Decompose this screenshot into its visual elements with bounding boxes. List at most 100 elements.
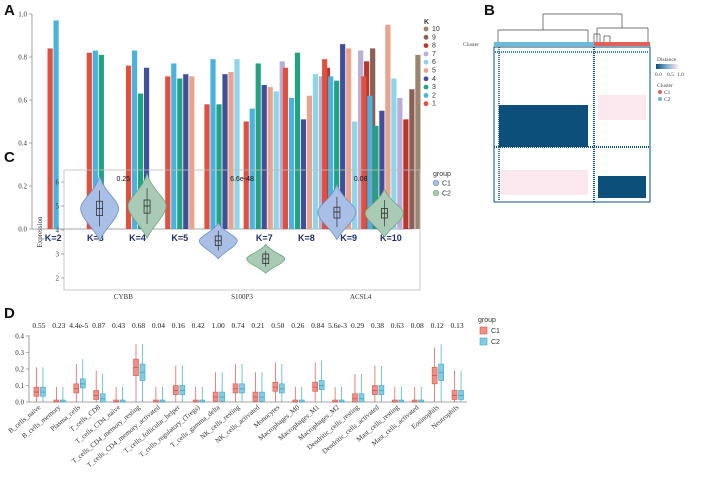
panel-a-bar	[243, 121, 249, 229]
panel-a-legend-marker	[423, 34, 429, 40]
distance-tick-0: 0.0	[655, 72, 662, 78]
panel-d-pvalue: 1.00	[212, 321, 225, 330]
panel-c-pvalue: 0.25	[117, 176, 131, 183]
cluster-legend-c1-marker	[658, 90, 662, 94]
panel-a-bar	[318, 76, 325, 229]
panel-a-legend-label: 4	[432, 76, 436, 83]
panel-a-legend-marker	[423, 51, 429, 57]
panel-a-legend-marker	[423, 76, 429, 82]
panel-a-bar	[282, 67, 289, 229]
panel-c-legend-label: C2	[442, 191, 451, 198]
panel-d-y-tick-label: 0.2	[15, 366, 24, 374]
panel-a-bar	[385, 24, 391, 229]
heatmap-light-block	[499, 170, 588, 195]
panel-a-legend-marker	[423, 43, 429, 48]
panel-a-y-tick-label: 1.0	[18, 11, 27, 19]
panel-c-legend-title: group	[433, 171, 451, 178]
cluster-bar-c1	[594, 42, 650, 46]
panel-d-pvalue: 4.4e-5	[69, 321, 88, 330]
panel-c-y-tick-label: 3	[56, 251, 60, 259]
panel-a-bar	[340, 44, 346, 229]
panel-d-pvalue: 0.26	[291, 321, 304, 330]
panel-d-y-tick-label: 0.1	[15, 382, 24, 390]
panel-a-x-tick-label: K=9	[340, 233, 357, 243]
panel-a-bar	[228, 72, 234, 229]
panel-a-bar	[391, 78, 397, 229]
panel-a-bar	[358, 50, 364, 229]
panel-a-bar	[234, 59, 240, 230]
panel-b-heatmap: Cluster Distance 0.0 0.5 1.0 Cluster C1 …	[463, 13, 684, 203]
panel-a-bar	[324, 67, 331, 229]
panel-d-box	[99, 393, 106, 403]
heatmap-block-c2	[499, 105, 588, 147]
panel-a-bar	[397, 97, 403, 229]
panel-a-bar	[47, 48, 53, 230]
panel-a-legend-label: 9	[432, 34, 436, 41]
distance-tick-2: 1.0	[677, 72, 684, 78]
panel-a-bar	[334, 80, 340, 230]
panel-c-x-tick-label: ACSL4	[350, 293, 372, 301]
panel-c-y-tick-label: 5	[56, 203, 60, 211]
panel-d-legend-marker	[479, 337, 488, 346]
panel-a-bar	[403, 119, 409, 229]
panel-a-bar	[165, 76, 171, 229]
panel-a-bar	[294, 52, 301, 230]
panel-a-legend-label: 10	[432, 26, 440, 33]
panel-d-legend-label: C1	[491, 328, 500, 335]
panel-c-y-tick-label: 2	[56, 275, 60, 283]
panel-a-bar	[261, 84, 267, 229]
panel-a-legend-marker	[423, 101, 429, 107]
panel-d-pvalue: 0.13	[450, 321, 463, 330]
panel-c-box	[333, 206, 341, 219]
panel-a-bar	[352, 121, 358, 229]
distance-legend-title: Distance	[657, 57, 677, 63]
panel-a-legend-label: 6	[432, 59, 436, 66]
panel-a-bar	[125, 65, 132, 229]
panel-d-pvalue: 0.42	[192, 321, 205, 330]
panel-d-pvalue: 0.84	[311, 321, 324, 330]
panel-d-pvalue: 0.12	[431, 321, 444, 330]
panel-a-legend-marker	[423, 26, 429, 32]
panel-a-bar	[364, 61, 370, 229]
panel-a-x-tick-label: K=10	[380, 233, 402, 243]
panel-d-pvalue: 0.38	[371, 321, 384, 330]
panel-a-bar	[92, 50, 98, 229]
panel-a-bar	[86, 52, 92, 230]
panel-c-legend-marker	[432, 189, 440, 197]
panel-d-y-tick-label: 0.3	[15, 349, 24, 357]
panel-c-x-tick-label: CYBB	[114, 293, 133, 301]
panel-a-bar	[306, 95, 313, 229]
dendrogram	[497, 13, 649, 42]
panel-label-b: B	[484, 2, 495, 19]
panel-d-box-plot: 0.00.10.20.30.4 0.55B_cells_naive0.23B_c…	[7, 317, 500, 469]
panel-a-x-tick-label: K=5	[171, 233, 188, 243]
panel-c-x-tick-label: S100P3	[231, 293, 253, 301]
panel-c-y-label: Expression	[36, 216, 44, 248]
heatmap-light-block-2	[598, 95, 646, 120]
distance-tick-1: 0.5	[667, 72, 674, 78]
panel-a-legend-label: 2	[432, 92, 436, 99]
panel-a-legend-label: 5	[432, 68, 436, 75]
panel-a-legend-label: 3	[432, 84, 436, 91]
cluster-legend-title: Cluster	[657, 83, 673, 89]
panel-d-box	[358, 393, 365, 403]
panel-a-bar-chart: 0.00.20.40.60.81.0 K=2K=3K=4K=5K=6K=7K=8…	[18, 11, 440, 244]
panel-d-pvalue: 5.6e-3	[328, 321, 347, 330]
panel-a-bar	[216, 104, 222, 229]
panel-d-pvalue: 0.21	[251, 321, 264, 330]
panel-a-bar	[373, 125, 379, 229]
panel-d-pvalue: 0.08	[411, 321, 424, 330]
panel-a-bar	[370, 48, 376, 230]
panel-c-legend-label: C1	[442, 181, 451, 188]
panel-d-y-tick-label: 0.4	[15, 333, 24, 341]
heatmap-block-c1	[598, 176, 646, 198]
panel-d-y-tick-label: 0.0	[15, 399, 24, 407]
panel-d-box	[352, 393, 358, 403]
panel-c-pvalue: 6.6e-48	[230, 176, 254, 183]
panel-a-bar	[143, 67, 150, 229]
panel-a-bar	[171, 63, 177, 230]
panel-a-y-tick-label: 0.0	[18, 226, 27, 234]
panel-a-legend-title: K	[424, 19, 429, 26]
panel-a-bar	[189, 76, 195, 229]
